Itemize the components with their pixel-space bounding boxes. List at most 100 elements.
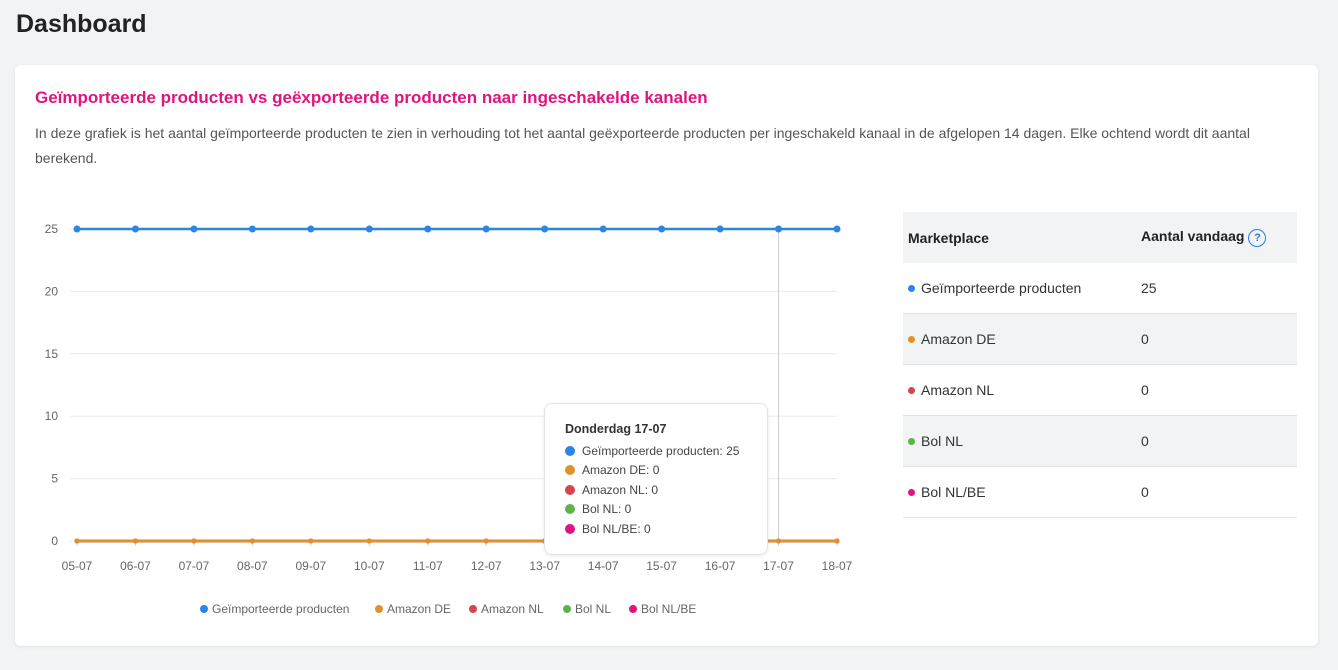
data-point[interactable] [366, 538, 372, 544]
marketplace-name: Geïmporteerde producten [921, 280, 1082, 296]
data-point[interactable] [191, 538, 197, 544]
data-point[interactable] [307, 225, 315, 233]
marketplace-name: Amazon NL [921, 382, 995, 398]
count-cell: 0 [1136, 415, 1297, 467]
x-tick-label: 17-07 [763, 559, 794, 573]
tooltip-row-text: Geïmporteerde producten: 25 [582, 443, 740, 458]
data-point[interactable] [132, 538, 138, 544]
marketplace-cell: Amazon DE [903, 313, 1136, 365]
legend-label: Bol NL [575, 602, 611, 616]
marketplace-cell: Bol NL/BE [903, 466, 1136, 518]
y-axis: 0 5 10 15 20 25 [45, 222, 59, 548]
series-dot [565, 504, 575, 515]
count-cell: 0 [1136, 466, 1297, 518]
count-cell: 0 [1136, 364, 1297, 416]
legend-item[interactable]: Amazon DE [375, 602, 451, 616]
x-tick-label: 15-07 [646, 559, 677, 573]
chart-tooltip: Donderdag 17-07 Geïmporteerde producten:… [544, 403, 768, 555]
tooltip-row: Amazon NL: 0 [565, 480, 747, 500]
y-tick-label: 0 [51, 534, 58, 548]
x-tick-label: 05-07 [62, 559, 93, 573]
count-header-label: Aantal vandaag [1141, 228, 1245, 245]
marketplace-name: Bol NL/BE [921, 484, 986, 500]
series-0[interactable] [73, 225, 841, 233]
count-cell: 25 [1136, 263, 1297, 314]
legend-item[interactable]: Bol NL [563, 602, 611, 616]
page-title: Dashboard [16, 10, 147, 38]
marketplace-cell: Bol NL [903, 415, 1136, 467]
data-point[interactable] [131, 225, 139, 233]
data-point[interactable] [834, 538, 840, 544]
y-tick-label: 25 [45, 222, 59, 236]
data-point[interactable] [249, 538, 255, 544]
data-point[interactable] [541, 225, 549, 233]
legend-dot [563, 605, 571, 613]
x-tick-label: 13-07 [529, 559, 560, 573]
data-point[interactable] [776, 538, 782, 544]
x-tick-label: 06-07 [120, 559, 151, 573]
legend-dot [200, 605, 208, 613]
data-point[interactable] [482, 225, 490, 233]
x-axis: 05-07 06-07 07-07 08-07 09-07 10-07 11-07 12-07… [62, 541, 853, 573]
series-dot [565, 484, 575, 495]
x-tick-label: 10-07 [354, 559, 385, 573]
data-point[interactable] [775, 225, 783, 233]
data-point[interactable] [658, 225, 666, 233]
legend-label: Amazon DE [387, 602, 451, 616]
table-row: Bol NL 0 [903, 415, 1297, 467]
y-tick-label: 5 [51, 472, 58, 486]
legend-item[interactable]: Bol NL/BE [629, 602, 696, 616]
series-dot [565, 465, 575, 476]
x-tick-label: 16-07 [705, 559, 736, 573]
table-row: Bol NL/BE 0 [903, 466, 1297, 518]
data-point[interactable] [425, 538, 431, 544]
data-point[interactable] [190, 225, 198, 233]
data-point[interactable] [73, 225, 81, 233]
y-tick-label: 20 [45, 284, 59, 298]
data-point[interactable] [365, 225, 373, 233]
marketplace-name: Amazon DE [921, 331, 996, 347]
x-tick-label: 11-07 [413, 559, 443, 573]
series-dot [908, 335, 915, 343]
x-tick-label: 12-07 [471, 559, 502, 573]
tooltip-row: Geïmporteerde producten: 25 [565, 441, 747, 461]
tooltip-row-text: Bol NL: 0 [582, 502, 632, 517]
tooltip-row: Bol NL: 0 [565, 500, 747, 520]
data-point[interactable] [248, 225, 256, 233]
tooltip-row-text: Amazon DE: 0 [582, 463, 660, 478]
table-row: Amazon DE 0 [903, 313, 1297, 365]
x-tick-label: 09-07 [295, 559, 326, 573]
tooltip-row: Bol NL/BE: 0 [565, 519, 747, 539]
series-dot [565, 523, 575, 534]
data-point[interactable] [74, 538, 80, 544]
data-point[interactable] [483, 538, 489, 544]
tooltip-row-text: Amazon NL: 0 [582, 482, 659, 497]
legend-label: Amazon NL [481, 602, 544, 616]
series-dot [908, 386, 915, 394]
x-tick-label: 07-07 [179, 559, 210, 573]
card-description: In deze grafiek is het aantal geïmportee… [35, 125, 1250, 166]
count-header: Aantal vandaag? [1136, 212, 1297, 263]
series-dot [908, 488, 915, 496]
legend-item[interactable]: Geïmporteerde producten [200, 602, 349, 616]
data-point[interactable] [424, 225, 432, 233]
marketplace-cell: Amazon NL [903, 364, 1136, 416]
series-dot [908, 437, 915, 445]
marketplace-table: Marketplace Aantal vandaag? Geïmporteerd… [903, 212, 1297, 518]
data-point[interactable] [716, 225, 724, 233]
data-point[interactable] [833, 225, 841, 233]
marketplace-cell: Geïmporteerde producten [903, 263, 1136, 314]
x-tick-label: 18-07 [822, 559, 853, 573]
chart-legend[interactable]: Geïmporteerde producten Amazon DE Amazon N… [200, 602, 696, 616]
x-tick-label: 08-07 [237, 559, 268, 573]
question-circle-icon[interactable]: ? [1248, 228, 1267, 247]
count-cell: 0 [1136, 313, 1297, 365]
tooltip-row-text: Bol NL/BE: 0 [582, 521, 651, 536]
legend-item[interactable]: Amazon NL [469, 602, 544, 616]
data-point[interactable] [308, 538, 314, 544]
table-row: Amazon NL 0 [903, 364, 1297, 416]
legend-label: Geïmporteerde producten [212, 602, 349, 616]
data-point[interactable] [599, 225, 607, 233]
marketplace-name: Bol NL [921, 433, 964, 449]
series-dot [908, 284, 915, 292]
